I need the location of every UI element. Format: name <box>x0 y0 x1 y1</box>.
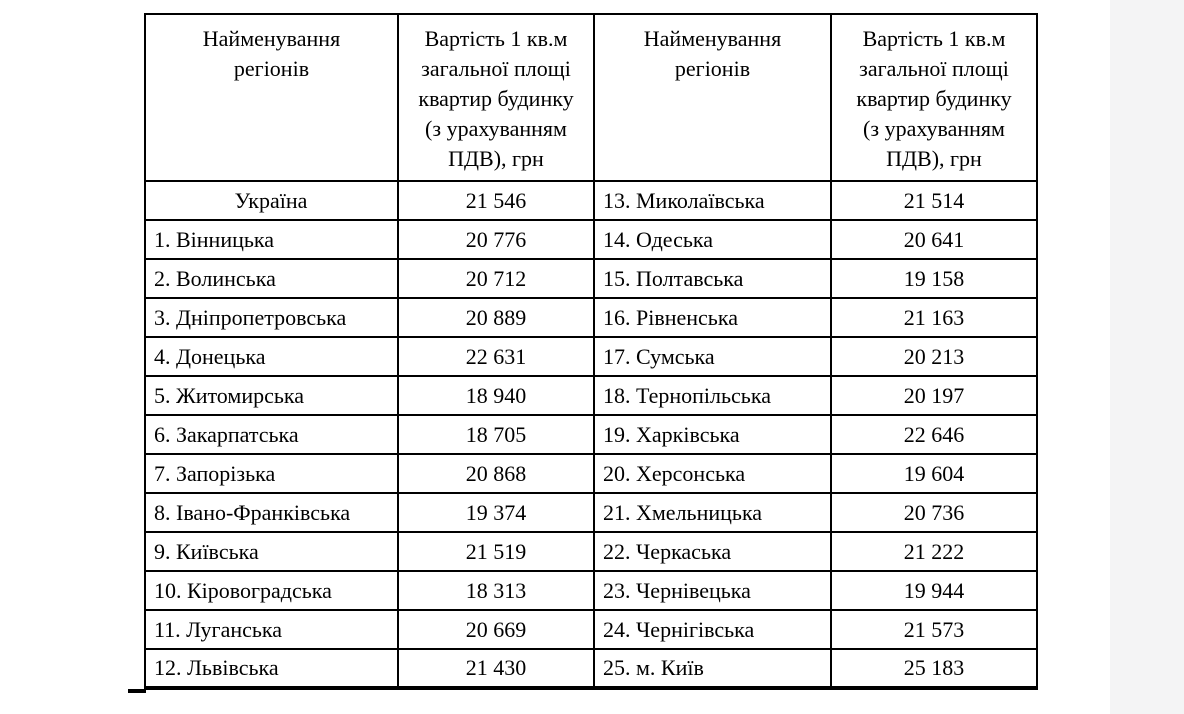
price-cell: 18 705 <box>397 414 595 455</box>
price-cell: 19 158 <box>830 258 1038 299</box>
price-cell: 20 736 <box>830 492 1038 533</box>
region-cell: Україна <box>144 180 399 221</box>
table-row: 4. Донецька 22 631 17. Сумська 20 213 <box>144 336 1038 377</box>
table-row: 8. Івано-Франківська 19 374 21. Хмельницьк… <box>144 492 1038 533</box>
table-row: 9. Київська 21 519 22. Черкаська 21 222 <box>144 531 1038 572</box>
region-cell: 6. Закарпатська <box>144 414 399 455</box>
price-cell: 20 889 <box>397 297 595 338</box>
region-cell: 20. Херсонська <box>593 453 832 494</box>
housing-price-table: Найменування регіонів Вартість 1 кв.м за… <box>144 13 1038 690</box>
region-cell: 14. Одеська <box>593 219 832 260</box>
region-cell: 19. Харківська <box>593 414 832 455</box>
header-region-names-left: Найменування регіонів <box>144 13 399 182</box>
price-cell: 20 669 <box>397 609 595 650</box>
price-cell: 20 197 <box>830 375 1038 416</box>
table-row: 2. Волинська 20 712 15. Полтавська 19 158 <box>144 258 1038 299</box>
price-cell: 20 776 <box>397 219 595 260</box>
table-row: 12. Львівська 21 430 25. м. Київ 25 183 <box>144 648 1038 689</box>
header-row: Найменування регіонів Вартість 1 кв.м за… <box>144 13 1038 182</box>
region-cell: 9. Київська <box>144 531 399 572</box>
region-cell: 16. Рівненська <box>593 297 832 338</box>
header-price-per-sqm-left: Вартість 1 кв.м загальної площі квартир … <box>397 13 595 182</box>
price-cell: 21 573 <box>830 609 1038 650</box>
region-cell: 12. Львівська <box>144 648 399 689</box>
table-row: 11. Луганська 20 669 24. Чернігівська 21 57… <box>144 609 1038 650</box>
region-cell: 23. Чернівецька <box>593 570 832 611</box>
region-cell: 2. Волинська <box>144 258 399 299</box>
region-cell: 11. Луганська <box>144 609 399 650</box>
region-cell: 13. Миколаївська <box>593 180 832 221</box>
table-row: 3. Дніпропетровська 20 889 16. Рівненська 2… <box>144 297 1038 338</box>
table-body: Україна 21 546 13. Миколаївська 21 514 1. Ві… <box>144 180 1038 689</box>
table-row: 1. Вінницька 20 776 14. Одеська 20 641 <box>144 219 1038 260</box>
region-cell: 8. Івано-Франківська <box>144 492 399 533</box>
table-bottom-border-overhang <box>128 689 146 693</box>
price-cell: 18 313 <box>397 570 595 611</box>
price-cell: 25 183 <box>830 648 1038 689</box>
price-cell: 18 940 <box>397 375 595 416</box>
table-row: 5. Житомирська 18 940 18. Тернопільська 20 … <box>144 375 1038 416</box>
table-row: 6. Закарпатська 18 705 19. Харківська 22 64… <box>144 414 1038 455</box>
price-cell: 21 430 <box>397 648 595 689</box>
price-cell: 20 868 <box>397 453 595 494</box>
region-cell: 5. Житомирська <box>144 375 399 416</box>
region-cell: 21. Хмельницька <box>593 492 832 533</box>
region-cell: 22. Черкаська <box>593 531 832 572</box>
price-cell: 19 374 <box>397 492 595 533</box>
region-cell: 25. м. Київ <box>593 648 832 689</box>
price-cell: 21 163 <box>830 297 1038 338</box>
price-cell: 20 213 <box>830 336 1038 377</box>
region-cell: 7. Запорізька <box>144 453 399 494</box>
region-cell: 24. Чернігівська <box>593 609 832 650</box>
price-cell: 20 641 <box>830 219 1038 260</box>
price-cell: 20 712 <box>397 258 595 299</box>
table-row: Україна 21 546 13. Миколаївська 21 514 <box>144 180 1038 221</box>
price-cell: 21 222 <box>830 531 1038 572</box>
region-cell: 3. Дніпропетровська <box>144 297 399 338</box>
price-cell: 22 631 <box>397 336 595 377</box>
price-cell: 19 944 <box>830 570 1038 611</box>
header-price-per-sqm-right: Вартість 1 кв.м загальної площі квартир … <box>830 13 1038 182</box>
table-row: 7. Запорізька 20 868 20. Херсонська 19 604 <box>144 453 1038 494</box>
right-gray-strip <box>1110 0 1184 714</box>
region-cell: 1. Вінницька <box>144 219 399 260</box>
price-cell: 19 604 <box>830 453 1038 494</box>
region-cell: 10. Кіровоградська <box>144 570 399 611</box>
region-cell: 17. Сумська <box>593 336 832 377</box>
price-cell: 21 546 <box>397 180 595 221</box>
region-cell: 4. Донецька <box>144 336 399 377</box>
region-cell: 15. Полтавська <box>593 258 832 299</box>
price-cell: 22 646 <box>830 414 1038 455</box>
region-cell: 18. Тернопільська <box>593 375 832 416</box>
header-region-names-right: Найменування регіонів <box>593 13 832 182</box>
table-row: 10. Кіровоградська 18 313 23. Чернівецька 1… <box>144 570 1038 611</box>
price-cell: 21 514 <box>830 180 1038 221</box>
price-cell: 21 519 <box>397 531 595 572</box>
